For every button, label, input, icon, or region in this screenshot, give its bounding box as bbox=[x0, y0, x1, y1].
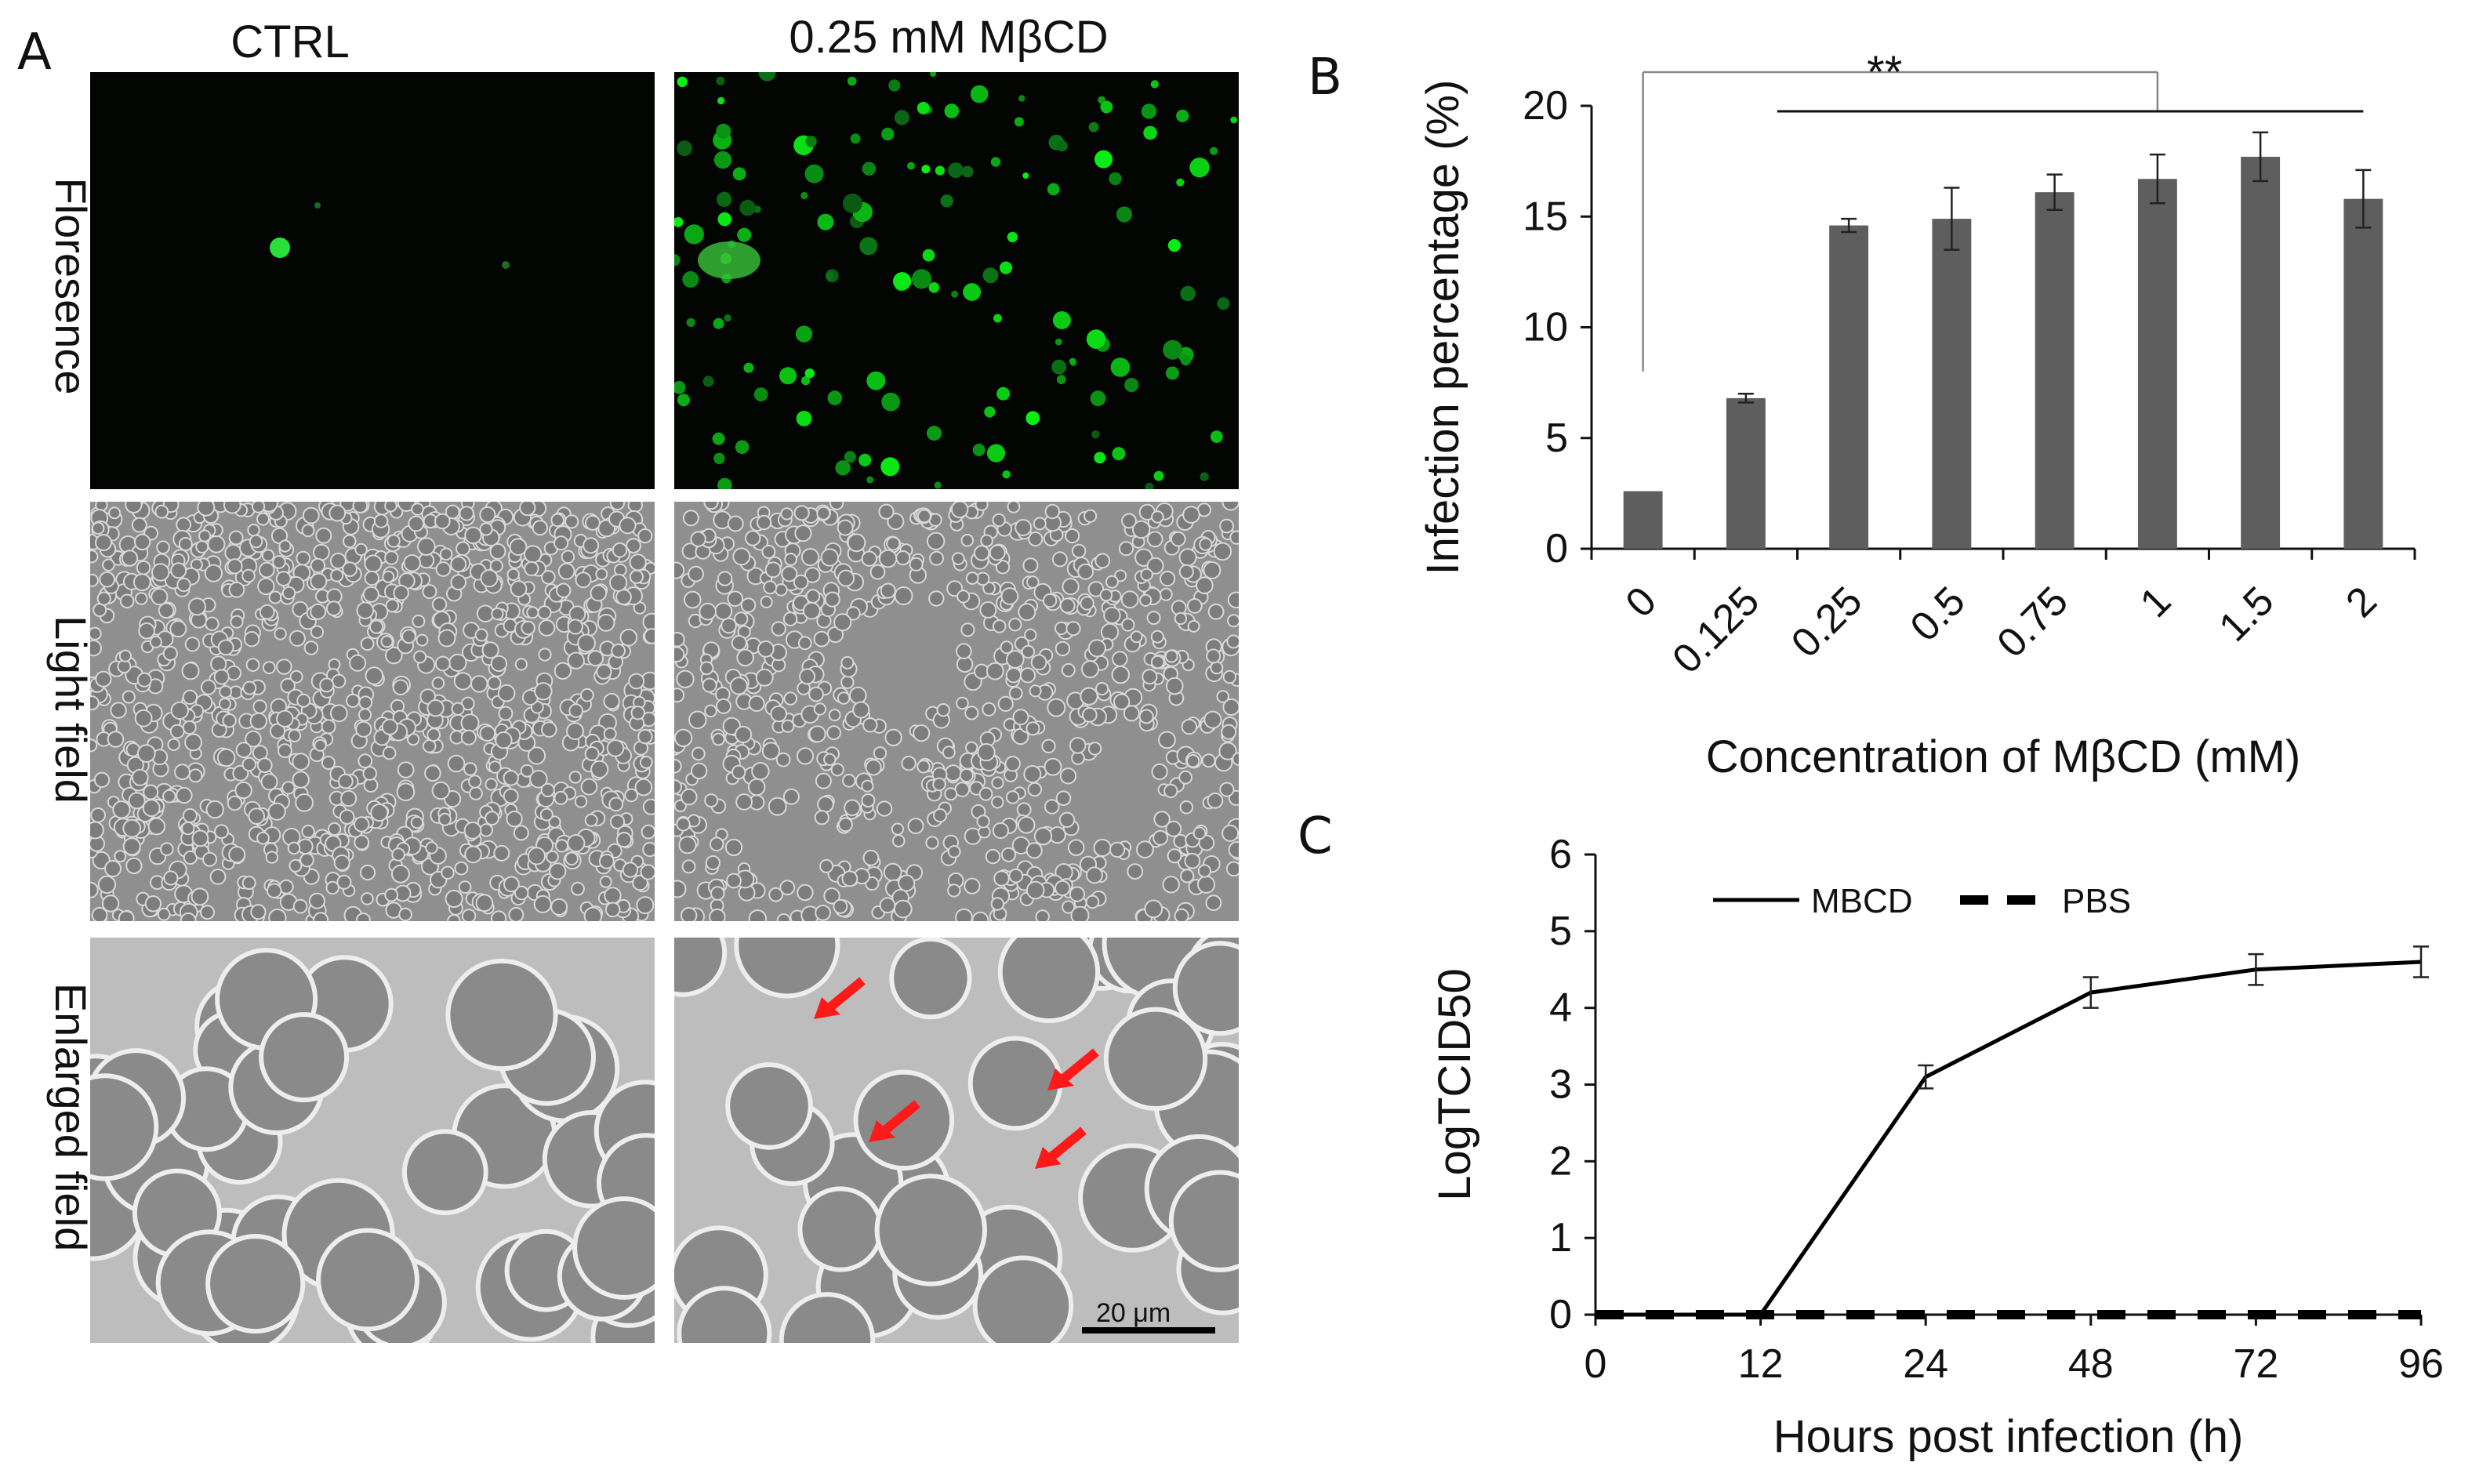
series-line-mbcd bbox=[1595, 960, 2422, 1317]
light-field-mbcd-cells bbox=[674, 502, 1239, 921]
red-arrow-icon bbox=[814, 977, 866, 1019]
enlarged-field-ctrl-cells bbox=[90, 948, 655, 1343]
y-tick-label: 20 bbox=[1523, 83, 1568, 129]
fluorescence-mbcd-spots bbox=[674, 72, 1238, 489]
y-tick-label: 15 bbox=[1523, 194, 1568, 239]
fluorescence-ctrl-image bbox=[90, 72, 655, 489]
x-axis-label: Concentration of MβCD (mM) bbox=[1706, 731, 2301, 782]
enlarged-field-ctrl-image bbox=[90, 938, 655, 1343]
x-tick-label: 0 bbox=[1584, 1341, 1607, 1387]
light-field-ctrl-image bbox=[90, 502, 655, 921]
y-tick-label: 6 bbox=[1549, 832, 1572, 877]
bar bbox=[1932, 219, 1972, 549]
x-tick-label: 12 bbox=[1738, 1341, 1784, 1387]
panel-a-letter: A bbox=[17, 24, 52, 82]
y-tick-label: 3 bbox=[1549, 1062, 1572, 1108]
panel-b-letter: B bbox=[1308, 49, 1342, 107]
bar bbox=[1623, 491, 1663, 549]
y-axis-label: LogTCID50 bbox=[1429, 968, 1480, 1201]
x-tick-label: 96 bbox=[2398, 1341, 2444, 1387]
y-tick-label: 5 bbox=[1549, 909, 1572, 954]
y-tick-label: 10 bbox=[1523, 305, 1568, 350]
y-tick-label: 1 bbox=[1549, 1215, 1572, 1261]
enlarged-field-mbcd-cells: 20 μm bbox=[674, 938, 1239, 1343]
scale-bar-label: 20 μm bbox=[1096, 1298, 1171, 1328]
y-tick-label: 0 bbox=[1545, 526, 1568, 571]
red-arrow-icon bbox=[1035, 1127, 1087, 1169]
y-tick-label: 4 bbox=[1549, 985, 1572, 1031]
bar bbox=[1829, 225, 1869, 549]
red-arrow-icon bbox=[1047, 1048, 1099, 1090]
y-tick-label: 0 bbox=[1549, 1292, 1572, 1337]
enlarged-field-mbcd-image: 20 μm bbox=[674, 938, 1239, 1343]
bar bbox=[2035, 192, 2075, 550]
bar bbox=[2343, 198, 2383, 549]
x-tick-label: 24 bbox=[1903, 1341, 1948, 1387]
significance-label: ** bbox=[1867, 47, 1902, 98]
fluorescence-ctrl-spots bbox=[270, 202, 510, 269]
legend-label-pbs: PBS bbox=[2062, 882, 2131, 920]
y-tick-label: 2 bbox=[1549, 1138, 1572, 1184]
red-arrow-icon bbox=[869, 1100, 920, 1142]
light-field-mbcd-image bbox=[674, 502, 1239, 921]
scale-bar bbox=[1082, 1327, 1215, 1333]
y-tick-label: 5 bbox=[1545, 415, 1568, 461]
y-axis-label: Infection percentage (%) bbox=[1417, 80, 1468, 575]
x-tick-label: 72 bbox=[2233, 1341, 2278, 1387]
bar bbox=[1726, 397, 1766, 549]
x-tick-label: 48 bbox=[2068, 1341, 2114, 1387]
light-field-ctrl-cells bbox=[90, 502, 655, 921]
column-title-mbcd: 0.25 mM MβCD bbox=[789, 12, 1109, 63]
column-title-ctrl: CTRL bbox=[231, 16, 350, 67]
fluorescence-mbcd-image bbox=[674, 72, 1239, 489]
legend-label-mbcd: MBCD bbox=[1811, 882, 1913, 920]
bar bbox=[2241, 156, 2281, 549]
x-axis-label: Hours post infection (h) bbox=[1773, 1411, 2244, 1462]
bar bbox=[2137, 179, 2177, 549]
panel-c-letter: C bbox=[1298, 807, 1333, 865]
